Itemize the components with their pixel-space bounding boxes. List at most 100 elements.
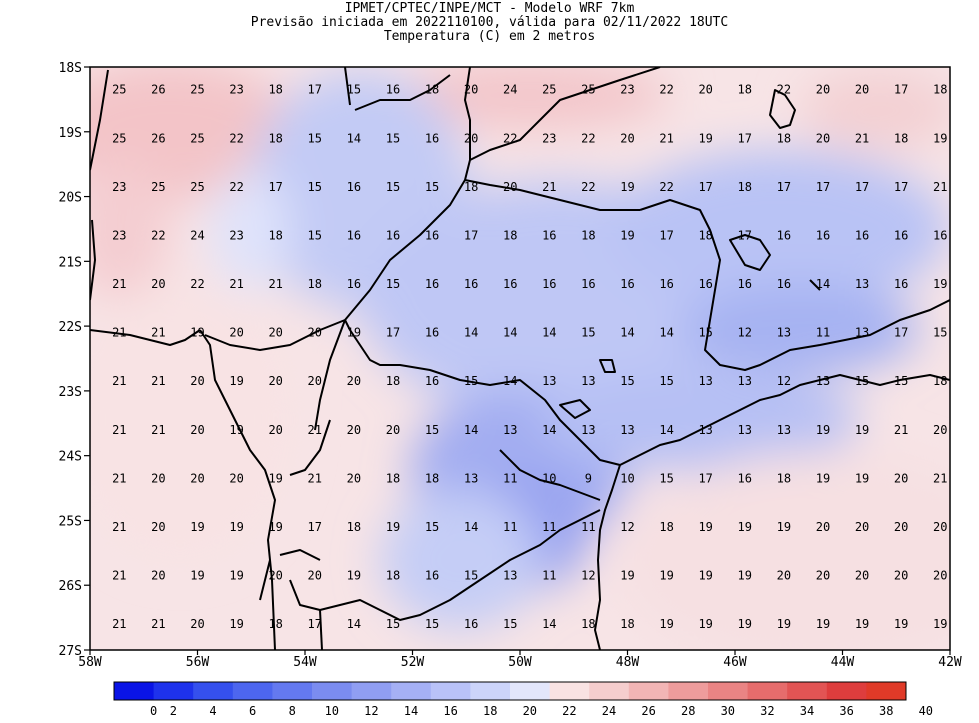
grid-value: 22 [581,180,595,194]
lat-tick-label: 20S [59,191,82,206]
grid-value: 15 [698,326,712,340]
grid-value: 24 [190,228,204,242]
grid-value: 20 [151,569,165,583]
grid-value: 20 [816,131,830,145]
colorbar-tick-label: 28 [681,704,695,718]
grid-value: 17 [894,326,908,340]
grid-value: 16 [464,277,478,291]
grid-value: 16 [347,277,361,291]
grid-value: 13 [738,423,752,437]
colorbar-segment [826,682,867,700]
grid-value: 20 [347,471,361,485]
grid-value: 23 [112,228,126,242]
grid-value: 22 [659,83,673,97]
grid-value: 19 [347,326,361,340]
grid-value: 19 [933,617,947,631]
grid-value: 17 [738,131,752,145]
grid-value: 16 [816,228,830,242]
grid-value: 22 [503,131,517,145]
lat-tick-label: 23S [59,385,82,400]
grid-value: 19 [620,569,634,583]
colorbar-tick-label: 16 [443,704,457,718]
grid-value: 15 [308,131,322,145]
grid-value: 13 [503,569,517,583]
grid-value: 18 [268,228,282,242]
grid-value: 16 [347,228,361,242]
grid-value: 21 [112,326,126,340]
grid-value: 21 [151,617,165,631]
lon-tick-label: 52W [401,655,425,670]
grid-value: 19 [816,423,830,437]
grid-value: 13 [503,423,517,437]
grid-value: 18 [425,471,439,485]
grid-value: 13 [581,423,595,437]
grid-value: 15 [620,374,634,388]
grid-value: 15 [659,374,673,388]
grid-value: 15 [894,374,908,388]
grid-value: 18 [777,131,791,145]
grid-value: 16 [425,326,439,340]
grid-value: 13 [464,471,478,485]
grid-value: 17 [738,228,752,242]
colorbar-segment [114,682,155,700]
colorbar-tick-label: 30 [721,704,735,718]
grid-value: 16 [503,277,517,291]
grid-value: 16 [659,277,673,291]
grid-value: 20 [347,374,361,388]
grid-value: 20 [816,569,830,583]
grid-value: 21 [542,180,556,194]
grid-value: 14 [503,326,517,340]
colorbar-segment [866,682,907,700]
grid-value: 14 [347,617,361,631]
grid-value: 20 [151,520,165,534]
grid-value: 17 [894,83,908,97]
grid-value: 13 [542,374,556,388]
grid-value: 17 [894,180,908,194]
lat-tick-label: 27S [59,644,82,659]
grid-value: 19 [777,520,791,534]
plot-area: 25 26 25 23 18 17 15 16 18 20 24 25 25 23 22 20 18 22 20 20… [90,67,950,650]
grid-value: 22 [229,180,243,194]
grid-value: 22 [151,228,165,242]
grid-value: 19 [777,617,791,631]
grid-value: 13 [855,326,869,340]
grid-value: 25 [112,131,126,145]
grid-value: 17 [777,180,791,194]
grid-value: 21 [894,423,908,437]
grid-value: 15 [386,180,400,194]
grid-value: 16 [425,374,439,388]
colorbar-segment [628,682,669,700]
grid-value: 16 [425,131,439,145]
grid-value: 20 [894,569,908,583]
colorbar-tick-label: 4 [209,704,216,718]
grid-value: 21 [229,277,243,291]
grid-value: 19 [698,569,712,583]
grid-value: 18 [777,471,791,485]
grid-value: 16 [894,277,908,291]
colorbar-segment [272,682,313,700]
grid-value: 15 [386,277,400,291]
grid-value: 21 [112,520,126,534]
grid-value: 17 [308,617,322,631]
grid-value: 15 [659,471,673,485]
grid-value: 17 [659,228,673,242]
grid-value: 16 [425,569,439,583]
grid-value: 20 [190,471,204,485]
colorbar-tick-label: 2 [170,704,177,718]
grid-value: 11 [542,520,556,534]
colorbar-tick-label: 14 [404,704,418,718]
grid-value: 20 [347,423,361,437]
colorbar-segment [312,682,353,700]
grid-value: 20 [308,326,322,340]
grid-value: 20 [464,131,478,145]
grid-value: 22 [229,131,243,145]
grid-value: 20 [190,423,204,437]
grid-value: 21 [933,180,947,194]
grid-value: 18 [425,83,439,97]
grid-value: 16 [777,277,791,291]
lon-tick-label: 48W [616,655,640,670]
grid-value: 11 [503,471,517,485]
grid-value: 16 [464,617,478,631]
grid-value: 21 [268,277,282,291]
grid-value: 17 [308,520,322,534]
